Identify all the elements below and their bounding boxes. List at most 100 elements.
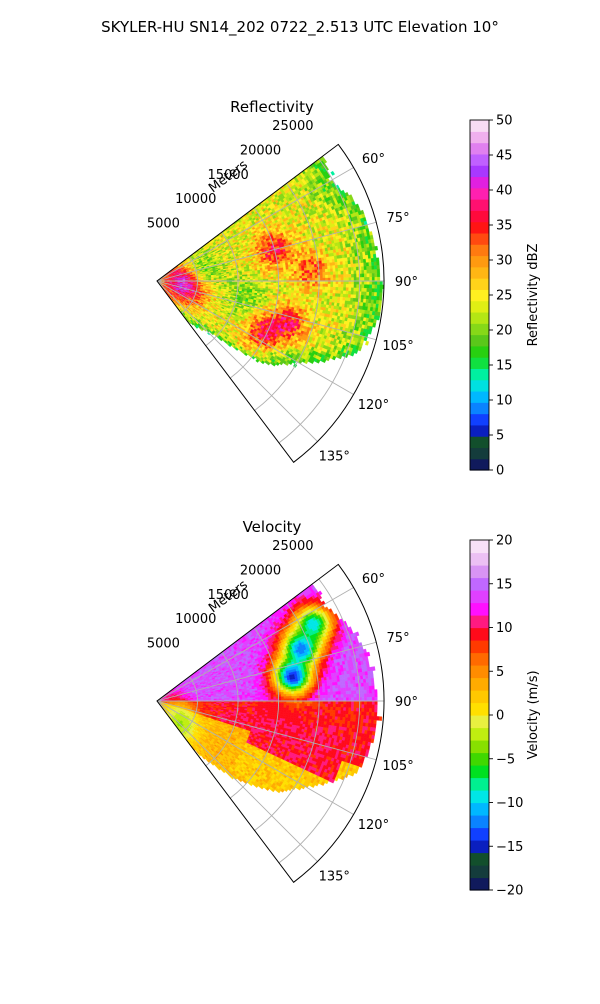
field-cell (372, 285, 375, 289)
field-cell (333, 287, 336, 290)
field-cell (301, 294, 304, 297)
field-cell (338, 268, 341, 271)
field-cell (373, 323, 376, 327)
field-cell (371, 239, 374, 243)
field-cell (369, 296, 372, 300)
field-cell (349, 281, 352, 284)
field-cell (362, 285, 365, 289)
field-cell (314, 267, 317, 270)
field-cell (302, 289, 305, 292)
field-cell (335, 262, 338, 265)
field-cell (351, 295, 354, 299)
field-cell (322, 269, 325, 272)
field-cell (372, 266, 375, 270)
field-cell (307, 286, 310, 289)
field-cell (289, 288, 292, 290)
field-cell (289, 274, 292, 276)
field-cell (255, 277, 258, 279)
field-cell (338, 278, 341, 281)
field-cell (374, 262, 377, 266)
field-cell (369, 288, 372, 292)
field-cell (294, 283, 297, 285)
field-cell (343, 288, 346, 291)
field-cell (325, 266, 328, 269)
field-cell (258, 274, 261, 276)
field-cell (312, 289, 315, 292)
field-cell (374, 289, 377, 293)
field-cell (271, 285, 274, 287)
field-cell (281, 288, 284, 290)
field-cell (306, 265, 309, 268)
field-cell (266, 285, 269, 287)
field-cell (333, 278, 336, 281)
field-cell (299, 273, 302, 276)
field-cell (341, 274, 344, 277)
field-cell (325, 296, 328, 299)
field-cell (289, 286, 292, 288)
field-cell (369, 266, 372, 270)
field-cell (372, 273, 375, 277)
field-cell (362, 281, 365, 285)
field-cell (273, 285, 276, 287)
field-cell (343, 291, 346, 294)
field-cell (327, 263, 330, 266)
field-cell (281, 277, 284, 279)
field-cell (373, 319, 376, 323)
field-cell (286, 274, 289, 276)
field-cell (294, 266, 297, 269)
field-cell (263, 273, 266, 275)
field-cell (302, 273, 305, 276)
field-cell (302, 291, 305, 294)
field-cell (372, 270, 375, 274)
field-cell (301, 266, 304, 269)
field-cell (245, 278, 248, 280)
field-cell (344, 274, 347, 277)
field-cell (367, 281, 370, 285)
field-cell (302, 271, 305, 274)
field-cell (354, 274, 357, 278)
field-cell (335, 265, 338, 268)
field-cell (375, 246, 378, 250)
field-cell (322, 295, 325, 298)
field-cell (330, 293, 333, 296)
field-cell (357, 277, 360, 281)
field-cell (299, 268, 302, 271)
field-cell (294, 291, 297, 294)
field-cell (299, 288, 302, 291)
field-cell (376, 258, 379, 262)
field-cell (367, 270, 370, 274)
field-cell (291, 267, 294, 270)
field-cell (288, 267, 291, 270)
field-cell (294, 276, 297, 278)
field-cell (307, 270, 310, 273)
field-cell (304, 289, 307, 292)
field-cell (315, 289, 318, 292)
field-cell (338, 275, 341, 278)
field-cell (312, 275, 315, 278)
field-cell (336, 275, 339, 278)
field-cell (346, 268, 349, 271)
field-cell (377, 273, 380, 277)
field-cell (336, 278, 339, 281)
field-cell (307, 284, 310, 287)
field-cell (312, 295, 315, 298)
field-cell (346, 288, 349, 291)
field-cell (338, 281, 341, 284)
field-cell (294, 269, 297, 272)
field-cell (364, 266, 367, 270)
field-cell (364, 285, 367, 289)
field-cell (323, 284, 326, 287)
field-cell (322, 266, 325, 269)
field-cell (370, 281, 373, 285)
field-cell (335, 268, 338, 271)
field-cell (343, 265, 346, 268)
field-cell (338, 290, 341, 293)
field-cell (338, 287, 341, 290)
field-cell (304, 294, 307, 297)
field-cell (331, 284, 334, 287)
field-cell (346, 274, 349, 277)
field-cell (325, 284, 328, 287)
field-cell (310, 273, 313, 276)
field-cell (354, 288, 357, 292)
field-cell (298, 263, 301, 266)
